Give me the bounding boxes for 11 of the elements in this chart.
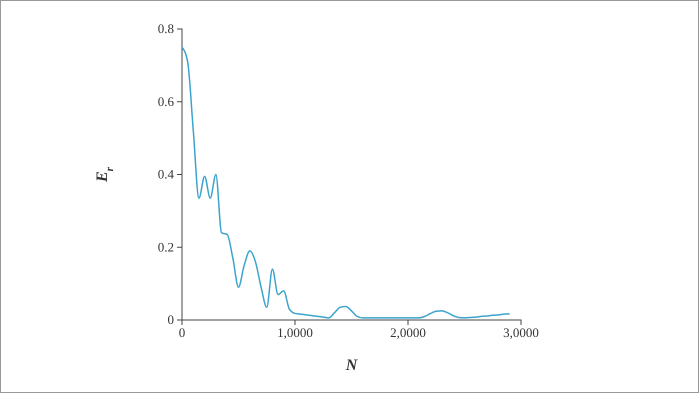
x-tick-label: 2,0000 (390, 325, 426, 340)
x-tick-label: 1,0000 (277, 325, 313, 340)
x-tick-label: 0 (178, 325, 186, 340)
y-tick-label: 0.6 (158, 94, 174, 109)
y-tick-label: 0.8 (158, 21, 174, 36)
line-series (181, 46, 510, 319)
y-tick-label: 0 (168, 312, 174, 328)
y-tick-label: 0.4 (158, 166, 174, 182)
y-tick-label: 0.2 (158, 239, 174, 254)
x-tick-label: 3,0000 (503, 325, 539, 340)
x-axis-title: N (344, 357, 359, 374)
